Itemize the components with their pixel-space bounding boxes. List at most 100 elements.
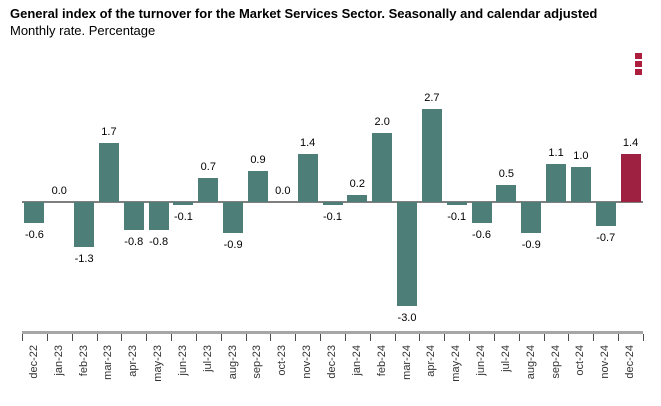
x-axis-label: nov-24	[599, 345, 612, 379]
bar-value-label: -0.6	[24, 228, 44, 241]
bar-nov-23[interactable]	[297, 153, 318, 202]
bar-aug-24[interactable]	[521, 202, 542, 234]
x-axis-label: aug-23	[226, 345, 239, 380]
x-axis-tick	[469, 334, 471, 341]
x-axis-tick	[419, 334, 421, 341]
x-axis-label: feb-24	[375, 345, 388, 377]
bar-may-23[interactable]	[148, 202, 169, 230]
x-axis-tick	[295, 334, 297, 341]
menu-dot	[635, 53, 642, 59]
x-axis-line	[22, 331, 643, 334]
x-axis-tick	[568, 334, 570, 341]
bar-value-label: 0.9	[250, 153, 266, 166]
bar-value-label: -1.3	[74, 252, 94, 265]
bar-sep-23[interactable]	[247, 170, 268, 202]
x-axis-tick	[195, 334, 197, 341]
x-axis-tick	[518, 334, 520, 341]
bar-value-label: 0.2	[349, 178, 365, 191]
x-axis-tick	[71, 334, 73, 341]
bar-value-label: -0.1	[447, 211, 467, 224]
menu-dot	[635, 69, 642, 75]
bar-nov-24[interactable]	[595, 202, 616, 227]
bar-feb-23[interactable]	[74, 202, 95, 247]
bar-jan-24[interactable]	[347, 195, 368, 202]
bar-jun-23[interactable]	[173, 202, 194, 206]
bar-value-label: -0.1	[173, 211, 193, 224]
bar-jul-24[interactable]	[496, 184, 517, 202]
x-axis-label: nov-23	[301, 345, 314, 379]
x-axis-tick	[171, 334, 173, 341]
x-axis-label: jul-23	[201, 345, 214, 372]
x-axis-tick	[96, 334, 98, 341]
x-axis-label: sep-24	[549, 345, 562, 379]
bar-jul-23[interactable]	[198, 177, 219, 202]
bar-value-label: 1.0	[573, 150, 589, 163]
x-axis-label: dec-22	[27, 345, 40, 379]
bar-sep-24[interactable]	[546, 163, 567, 202]
x-axis-tick	[344, 334, 346, 341]
bar-value-label: -0.7	[596, 232, 616, 245]
x-axis-tick	[493, 334, 495, 341]
bar-value-label: -0.8	[124, 235, 144, 248]
bar-apr-23[interactable]	[123, 202, 144, 230]
x-axis-label: feb-23	[77, 345, 90, 377]
bar-feb-24[interactable]	[372, 132, 393, 202]
x-axis-label: apr-24	[425, 345, 438, 377]
bar-value-label: 1.4	[300, 136, 316, 149]
x-axis-label: aug-24	[524, 345, 537, 380]
bar-may-24[interactable]	[446, 202, 467, 206]
bar-value-label: 0.0	[275, 185, 291, 197]
bar-jun-24[interactable]	[471, 202, 492, 223]
x-axis-label: jun-23	[176, 345, 189, 376]
x-axis-label: sep-23	[251, 345, 264, 379]
x-axis-tick	[394, 334, 396, 341]
bar-value-label: -0.1	[323, 211, 342, 224]
x-axis-label: apr-23	[127, 345, 140, 377]
chart-title: General index of the turnover for the Ma…	[10, 6, 598, 21]
x-axis-tick	[46, 334, 48, 341]
bar-value-label: 1.1	[548, 146, 564, 159]
x-axis-label: jan-23	[52, 345, 65, 376]
bar-value-label: 1.7	[101, 126, 117, 139]
x-axis-tick	[320, 334, 322, 341]
x-axis-label: oct-23	[276, 345, 289, 376]
chart-subtitle: Monthly rate. Percentage	[10, 23, 156, 38]
bar-value-label: -3.0	[397, 311, 417, 324]
bar-aug-23[interactable]	[223, 202, 244, 234]
bar-value-label: 0.0	[51, 185, 67, 197]
x-axis-label: jul-24	[499, 345, 512, 372]
bar-value-label: 2.7	[424, 91, 440, 104]
kebab-menu-icon[interactable]	[635, 53, 645, 77]
bar-dec-22[interactable]	[24, 202, 45, 223]
bar-value-label: 0.7	[200, 160, 216, 173]
x-axis-label: mar-24	[400, 345, 413, 380]
bar-dec-24[interactable]	[620, 153, 641, 202]
bar-oct-24[interactable]	[570, 167, 591, 202]
x-axis-tick	[121, 334, 123, 341]
x-axis-tick	[369, 334, 371, 341]
bar-mar-23[interactable]	[98, 143, 119, 202]
x-axis-tick	[220, 334, 222, 341]
bar-value-label: -0.9	[521, 239, 541, 252]
bar-apr-24[interactable]	[421, 108, 442, 202]
x-axis-tick	[270, 334, 272, 341]
x-axis-tick	[643, 334, 644, 341]
bar-value-label: 2.0	[374, 115, 390, 128]
x-axis-tick	[146, 334, 148, 341]
bar-value-label: -0.6	[472, 228, 492, 241]
x-axis-tick	[618, 334, 620, 341]
plot-area: -0.6 0.0 -1.3 1.7 -0.8 -0.8 -0.1 0.7 -0.9 0.9 0.0 1…	[22, 60, 644, 406]
x-axis-label: mar-23	[102, 345, 115, 380]
x-axis-tick	[22, 334, 23, 341]
bar-dec-23[interactable]	[322, 202, 343, 206]
bar-value-label: -0.8	[149, 235, 169, 248]
x-axis-label: dec-24	[624, 345, 637, 379]
bar-mar-24[interactable]	[397, 202, 418, 306]
x-axis-label: may-23	[152, 345, 165, 382]
x-axis-tick	[444, 334, 446, 341]
x-axis-tick	[245, 334, 247, 341]
menu-dot	[635, 61, 642, 67]
x-axis-label: oct-24	[574, 345, 587, 376]
x-axis-label: dec-23	[326, 345, 338, 379]
